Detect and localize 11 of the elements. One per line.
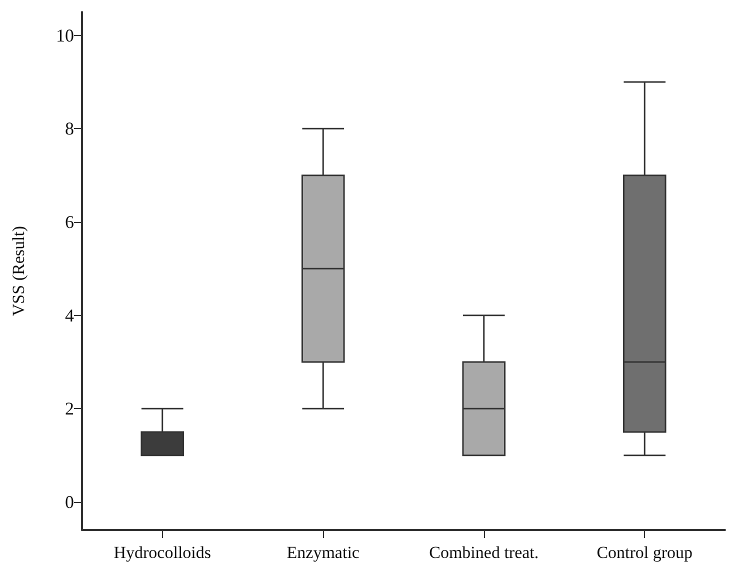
x-tick-label: Enzymatic [286,543,360,562]
y-tick-label: 2 [65,398,74,419]
y-tick-label: 8 [65,118,74,139]
x-tick-label: Hydrocolloids [114,543,212,562]
x-tick-label: Control group [596,543,693,562]
y-tick-label: 4 [65,305,74,326]
y-tick-label: 6 [65,212,74,232]
y-tick-label: 10 [56,25,74,46]
y-axis-title: VSS (Result) [9,226,28,316]
x-tick-label: Combined treat. [429,543,539,562]
y-tick-label: 0 [65,492,74,512]
